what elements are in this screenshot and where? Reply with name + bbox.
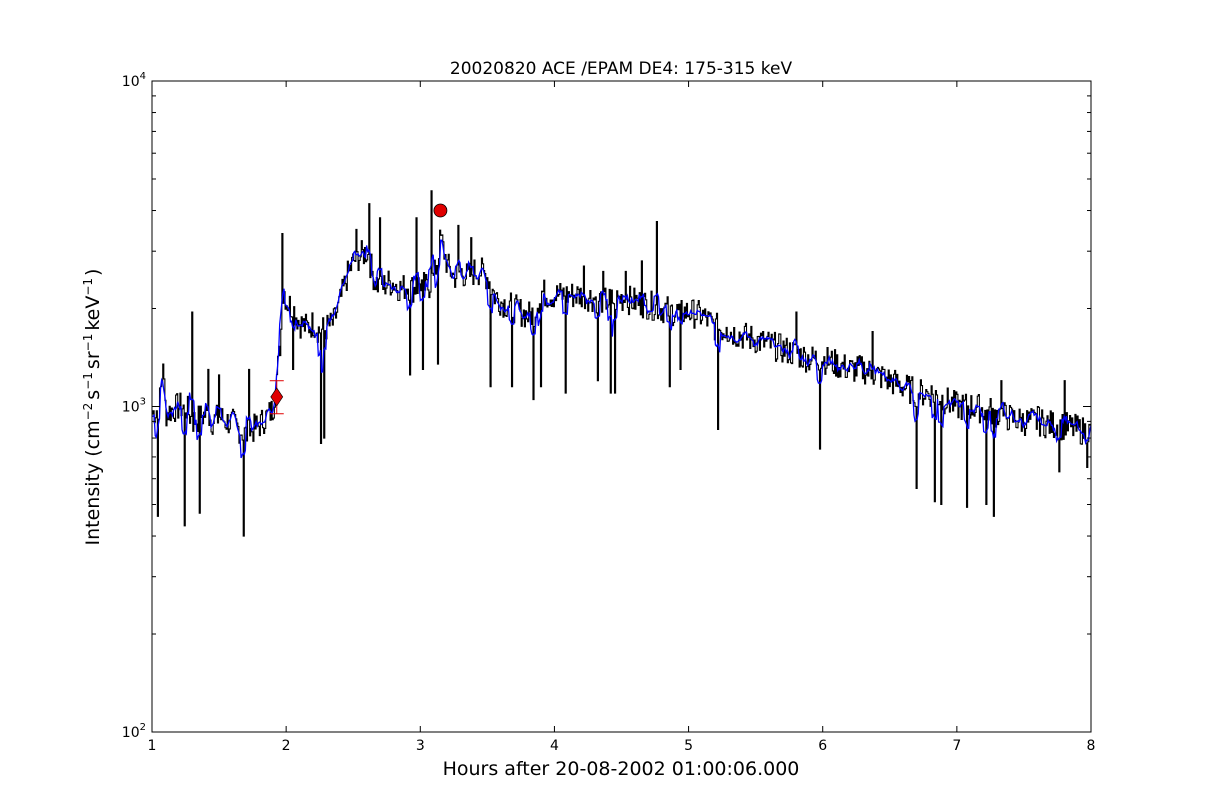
x-axis: 1 2 3 4 5 6 7 8 <box>148 81 1096 754</box>
x-tick-label: 4 <box>550 738 559 754</box>
x-tick-label: 3 <box>416 738 425 754</box>
x-axis-label: Hours after 20-08-2002 01:00:06.000 <box>443 758 800 780</box>
x-tick-label: 7 <box>952 738 961 754</box>
x-tick-label: 8 <box>1087 738 1096 754</box>
y-tick-label: 104 <box>122 71 146 90</box>
y-axis: 102 103 104 <box>122 71 1091 741</box>
marker-circle <box>433 203 448 218</box>
series-layer <box>152 190 1091 537</box>
marker-layer <box>269 203 448 415</box>
y-tick-label: 102 <box>122 722 146 741</box>
chart-title: 20020820 ACE /EPAM DE4: 175-315 keV <box>450 59 793 79</box>
x-tick-label: 2 <box>282 738 291 754</box>
series-smoothed-line <box>152 239 1091 459</box>
x-tick-label: 1 <box>148 738 157 754</box>
x-tick-label: 5 <box>684 738 693 754</box>
x-tick-label: 6 <box>818 738 827 754</box>
y-tick-label: 103 <box>122 397 146 416</box>
marker-diamond <box>270 387 284 407</box>
y-axis-label: Intensity (cm−2s−1sr−1keV−1) <box>81 269 104 546</box>
